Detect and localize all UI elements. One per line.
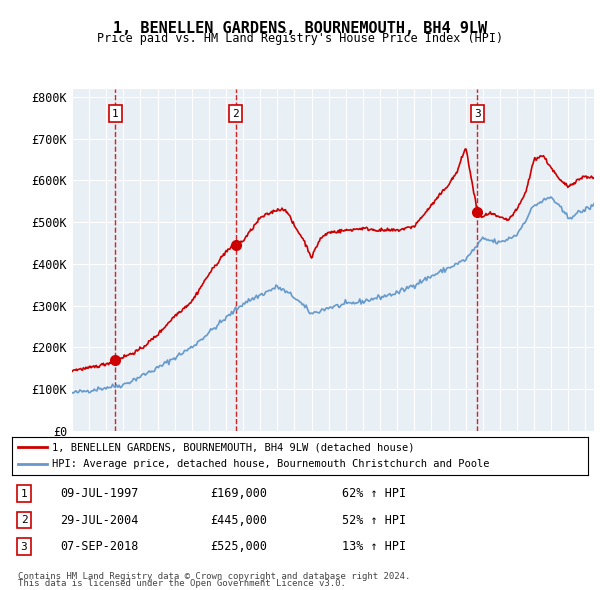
Text: 3: 3 (474, 109, 481, 119)
Text: 1, BENELLEN GARDENS, BOURNEMOUTH, BH4 9LW: 1, BENELLEN GARDENS, BOURNEMOUTH, BH4 9L… (113, 21, 487, 35)
Text: Contains HM Land Registry data © Crown copyright and database right 2024.: Contains HM Land Registry data © Crown c… (18, 572, 410, 581)
Text: 1: 1 (112, 109, 119, 119)
Text: 1, BENELLEN GARDENS, BOURNEMOUTH, BH4 9LW (detached house): 1, BENELLEN GARDENS, BOURNEMOUTH, BH4 9L… (52, 442, 415, 453)
Text: 13% ↑ HPI: 13% ↑ HPI (342, 540, 406, 553)
Text: Price paid vs. HM Land Registry's House Price Index (HPI): Price paid vs. HM Land Registry's House … (97, 32, 503, 45)
Text: £169,000: £169,000 (210, 487, 267, 500)
Text: This data is licensed under the Open Government Licence v3.0.: This data is licensed under the Open Gov… (18, 579, 346, 588)
Text: 52% ↑ HPI: 52% ↑ HPI (342, 513, 406, 527)
Text: £445,000: £445,000 (210, 513, 267, 527)
Text: HPI: Average price, detached house, Bournemouth Christchurch and Poole: HPI: Average price, detached house, Bour… (52, 459, 490, 469)
Text: 3: 3 (20, 542, 28, 552)
Text: 62% ↑ HPI: 62% ↑ HPI (342, 487, 406, 500)
Text: £525,000: £525,000 (210, 540, 267, 553)
Text: 2: 2 (20, 515, 28, 525)
Text: 07-SEP-2018: 07-SEP-2018 (60, 540, 139, 553)
Text: 2: 2 (232, 109, 239, 119)
Text: 29-JUL-2004: 29-JUL-2004 (60, 513, 139, 527)
Text: 09-JUL-1997: 09-JUL-1997 (60, 487, 139, 500)
Text: 1: 1 (20, 489, 28, 499)
